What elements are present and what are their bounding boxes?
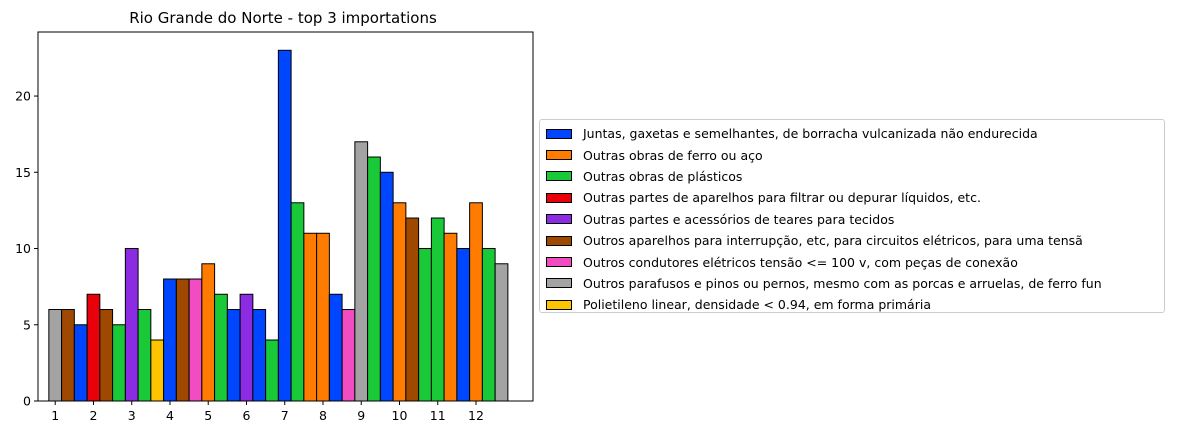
bar-19 — [277, 49, 292, 402]
legend-label: Outros condutores elétricos tensão <= 10… — [583, 254, 1018, 270]
bar-6 — [112, 324, 126, 402]
legend-swatch — [546, 235, 572, 246]
x-tick-label: 8 — [319, 408, 327, 423]
bar-36 — [494, 263, 509, 402]
y-tick-label: 15 — [15, 165, 31, 180]
bar-3 — [73, 324, 88, 402]
bar-26 — [367, 156, 381, 402]
legend-item: Outros aparelhos para interrupção, etc, … — [540, 230, 1164, 251]
plot-frame — [37, 31, 534, 402]
bar-31 — [430, 217, 445, 402]
y-tick-label: 10 — [15, 241, 31, 256]
x-tick-label: 1 — [51, 408, 59, 423]
bar-23 — [328, 293, 343, 402]
bar-17 — [252, 309, 267, 402]
legend-swatch — [546, 192, 572, 203]
legend-swatch — [546, 299, 572, 310]
y-tick-label: 5 — [23, 317, 31, 332]
legend-item: Outros parafusos e pinos ou pernos, mesm… — [540, 273, 1164, 294]
legend-label: Outras obras de plásticos — [583, 168, 743, 184]
legend-item: Outras partes de aparelhos para filtrar … — [540, 187, 1164, 208]
legend-label: Polietileno linear, densidade < 0.94, em… — [583, 297, 931, 313]
x-tick-label: 2 — [89, 408, 97, 423]
legend-item: Outras obras de ferro ou aço — [540, 144, 1164, 165]
bar-10 — [163, 278, 177, 402]
legend-swatch — [546, 257, 572, 268]
bar-21 — [303, 232, 318, 402]
bar-2 — [61, 309, 75, 402]
legend-label: Outras partes e acessórios de teares par… — [583, 211, 895, 227]
x-tick-label: 6 — [243, 408, 251, 423]
bar-35 — [481, 248, 496, 402]
x-tick-label: 9 — [357, 408, 365, 423]
y-tick-label: 20 — [15, 89, 31, 104]
legend-swatch — [546, 214, 572, 225]
bar-18 — [265, 339, 279, 402]
legend-item: Outros condutores elétricos tensão <= 10… — [540, 251, 1164, 272]
bar-29 — [405, 217, 420, 402]
legend-item: Outras obras de plásticos — [540, 166, 1164, 187]
bar-30 — [418, 248, 432, 402]
bar-5 — [99, 309, 114, 402]
legend-label: Outras partes de aparelhos para filtrar … — [583, 190, 981, 206]
legend-swatch — [546, 278, 572, 289]
bar-14 — [214, 293, 228, 402]
bar-20 — [290, 202, 305, 402]
y-tick-label: 0 — [23, 394, 31, 409]
y-axis: 0 5 10 15 20 — [15, 89, 38, 409]
legend-item: Polietileno linear, densidade < 0.94, em… — [540, 294, 1164, 315]
bar-4 — [86, 293, 101, 402]
x-tick-label: 11 — [430, 408, 446, 423]
chart-title: Rio Grande do Norte - top 3 importations — [129, 9, 437, 27]
x-tick-label: 12 — [468, 408, 484, 423]
bar-11 — [175, 278, 190, 402]
legend-label: Outros parafusos e pinos ou pernos, mesm… — [583, 275, 1102, 291]
legend-swatch — [546, 150, 572, 161]
bar-32 — [443, 232, 458, 402]
x-axis: 1 2 3 4 5 6 7 8 9 10 11 12 — [51, 401, 484, 423]
bar-25 — [354, 141, 369, 402]
bar-28 — [392, 202, 407, 402]
legend-label: Outras obras de ferro ou aço — [583, 147, 763, 163]
bar-24 — [341, 309, 356, 402]
bar-13 — [201, 263, 216, 402]
legend-swatch — [546, 171, 572, 182]
x-tick-label: 5 — [204, 408, 212, 423]
bar-34 — [469, 202, 483, 402]
bar-7 — [124, 248, 139, 402]
bars-group — [48, 49, 509, 402]
legend-label: Juntas, gaxetas e semelhantes, de borrac… — [583, 126, 1038, 142]
bar-9 — [150, 339, 165, 402]
x-tick-label: 3 — [128, 408, 136, 423]
bar-16 — [239, 293, 254, 402]
bar-12 — [188, 278, 203, 402]
legend-swatch — [546, 128, 572, 139]
x-tick-label: 4 — [166, 408, 174, 423]
legend-label: Outros aparelhos para interrupção, etc, … — [583, 233, 1083, 249]
bar-8 — [137, 309, 152, 402]
legend: Juntas, gaxetas e semelhantes, de borrac… — [539, 119, 1165, 313]
legend-item: Juntas, gaxetas e semelhantes, de borrac… — [540, 123, 1164, 144]
bar-1 — [48, 309, 63, 402]
bar-27 — [379, 171, 394, 402]
bar-33 — [456, 248, 471, 402]
x-tick-label: 7 — [281, 408, 289, 423]
x-tick-label: 10 — [392, 408, 408, 423]
bar-22 — [316, 232, 330, 402]
bar-15 — [226, 309, 241, 402]
legend-item: Outras partes e acessórios de teares par… — [540, 209, 1164, 230]
